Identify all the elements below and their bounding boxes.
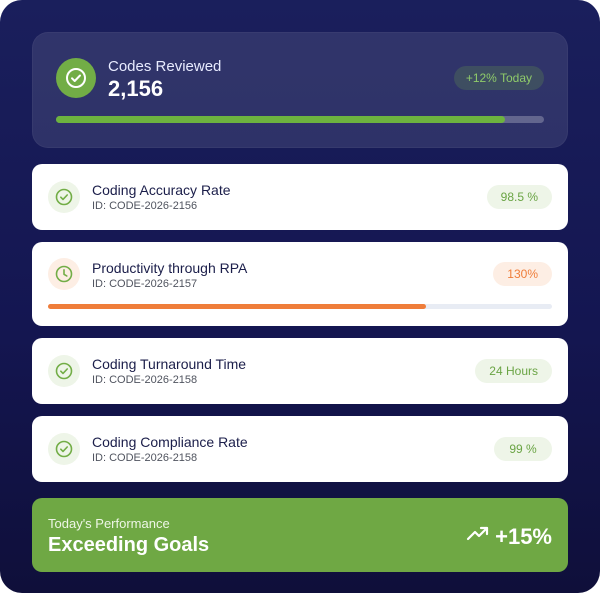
performance-change-group: +15% bbox=[465, 521, 552, 552]
metric-card-accuracy[interactable]: Coding Accuracy Rate ID: CODE-2026-2156 … bbox=[32, 164, 568, 230]
metric-id: ID: CODE-2026-2158 bbox=[92, 452, 198, 464]
metric-progress-fill bbox=[48, 304, 426, 309]
metric-value-badge: 130% bbox=[493, 262, 552, 286]
performance-label: Today's Performance bbox=[48, 516, 170, 531]
metric-title: Coding Turnaround Time bbox=[92, 356, 247, 372]
performance-banner: Today's Performance Exceeding Goals +15% bbox=[32, 498, 568, 572]
metric-title: Productivity through RPA bbox=[92, 260, 248, 276]
metric-progress-track bbox=[48, 304, 552, 309]
metric-value-badge: 24 Hours bbox=[475, 359, 552, 383]
trending-up-icon bbox=[465, 521, 491, 552]
summary-label: Codes Reviewed bbox=[108, 58, 222, 75]
metric-id: ID: CODE-2026-2157 bbox=[92, 278, 198, 290]
metric-card-turnaround[interactable]: Coding Turnaround Time ID: CODE-2026-215… bbox=[32, 338, 568, 404]
metric-card-productivity[interactable]: Productivity through RPA ID: CODE-2026-2… bbox=[32, 242, 568, 326]
metric-card-compliance[interactable]: Coding Compliance Rate ID: CODE-2026-215… bbox=[32, 416, 568, 482]
summary-progress-fill bbox=[56, 116, 505, 123]
check-circle-icon bbox=[48, 181, 80, 213]
metric-title: Coding Accuracy Rate bbox=[92, 182, 231, 198]
metric-id: ID: CODE-2026-2158 bbox=[92, 374, 198, 386]
check-circle-icon bbox=[48, 355, 80, 387]
check-circle-icon bbox=[56, 58, 96, 98]
metric-value-badge: 99 % bbox=[494, 437, 552, 461]
performance-value: Exceeding Goals bbox=[48, 534, 210, 556]
metric-value-badge: 98.5 % bbox=[486, 185, 552, 209]
summary-value: 2,156 bbox=[108, 76, 164, 101]
summary-badge: +12% Today bbox=[453, 66, 544, 90]
performance-change: +15% bbox=[495, 523, 552, 549]
summary-progress-track bbox=[56, 116, 544, 123]
check-circle-icon bbox=[48, 433, 80, 465]
metric-id: ID: CODE-2026-2156 bbox=[92, 200, 198, 212]
clock-icon bbox=[48, 258, 80, 290]
metric-title: Coding Compliance Rate bbox=[92, 434, 248, 450]
summary-card: Codes Reviewed 2,156 +12% Today bbox=[32, 32, 568, 148]
